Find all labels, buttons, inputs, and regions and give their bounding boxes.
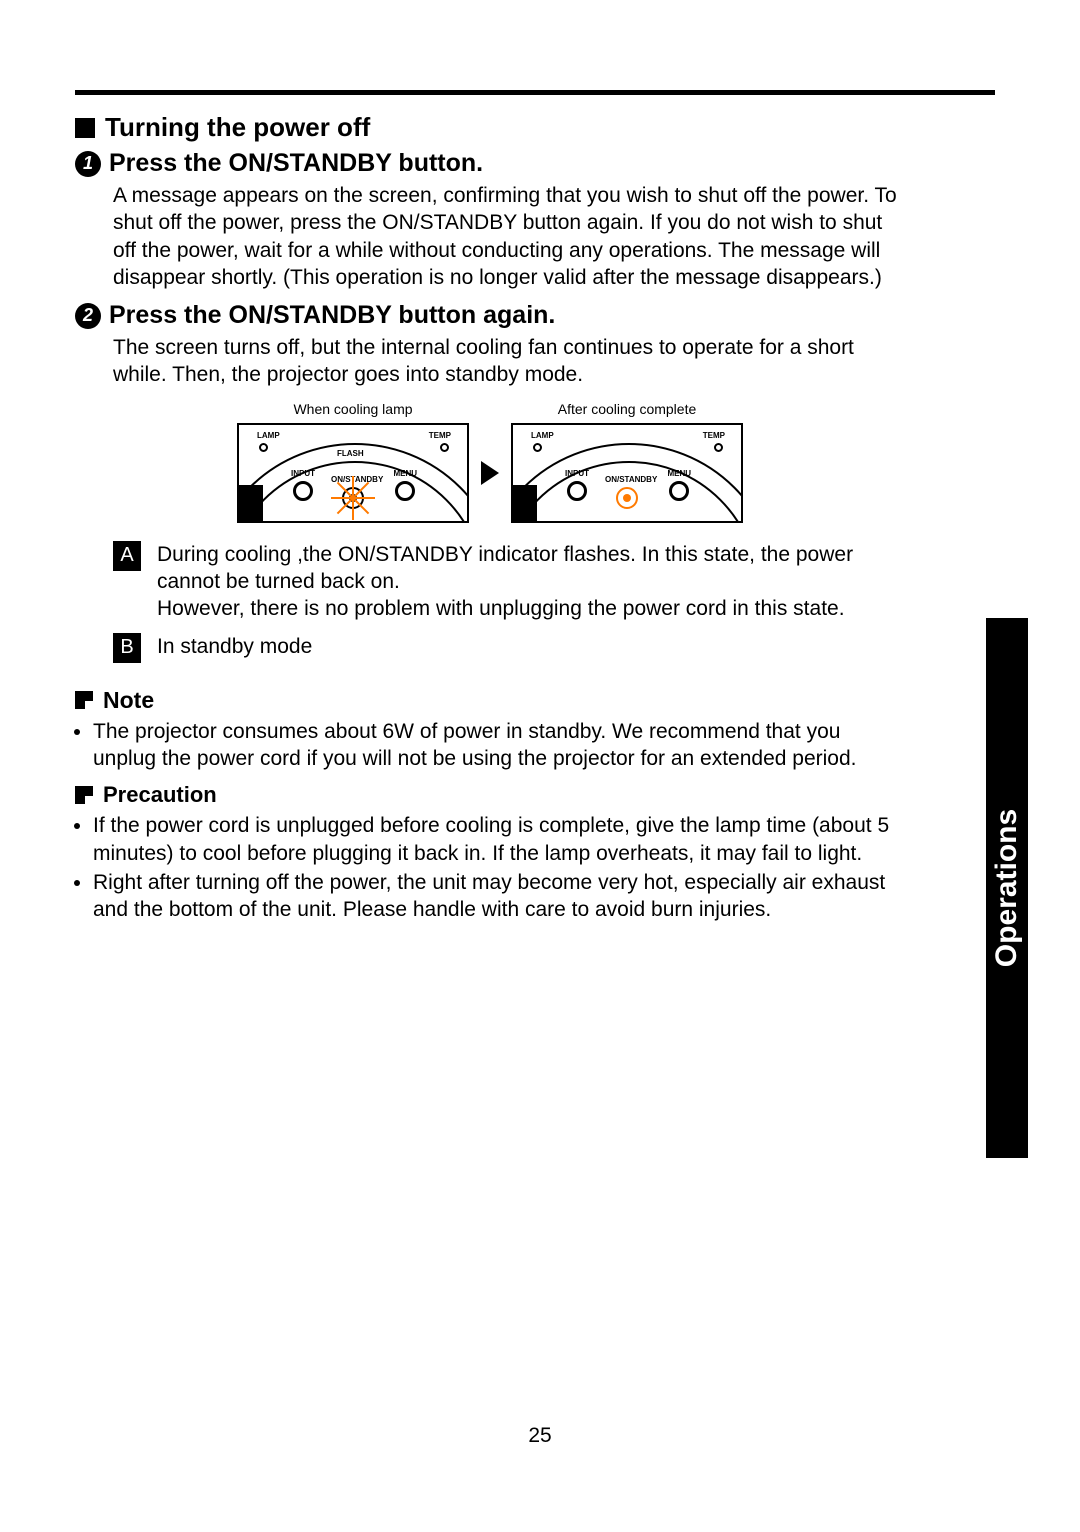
- temp-label: TEMP: [703, 431, 725, 440]
- flash-label: FLASH: [337, 449, 364, 458]
- a-badge: A: [113, 541, 141, 571]
- diagram-left-caption: When cooling lamp: [237, 401, 469, 417]
- step-1-heading: 1 Press the ON/STANDBY button.: [75, 149, 905, 178]
- menu-button-icon: [395, 481, 415, 501]
- input-button-icon: [567, 481, 587, 501]
- highlight-starburst-icon: [331, 476, 375, 520]
- temp-label: TEMP: [429, 431, 451, 440]
- arrow-right-icon: [481, 461, 499, 485]
- precaution-bullet-1: If the power cord is unplugged before co…: [93, 812, 905, 867]
- precaution-title: Precaution: [103, 782, 217, 808]
- step-number-badge: 1: [75, 151, 101, 177]
- menu-label: MENU: [393, 469, 417, 478]
- diagram-row: When cooling lamp LAMP TEMP FLASH INPUT …: [75, 401, 905, 523]
- note-bullet-1: The projector consumes about 6W of power…: [93, 718, 905, 773]
- item-b: B In standby mode: [113, 633, 905, 663]
- lamp-label: LAMP: [257, 431, 280, 440]
- diagram-right-caption: After cooling complete: [511, 401, 743, 417]
- step-2-heading: 2 Press the ON/STANDBY button again.: [75, 301, 905, 330]
- lamp-indicator-icon: [259, 443, 268, 452]
- note-bullet-icon: [75, 786, 93, 804]
- note-list: The projector consumes about 6W of power…: [75, 718, 905, 773]
- input-label: INPUT: [291, 469, 315, 478]
- step-2-title: Press the ON/STANDBY button again.: [109, 301, 555, 330]
- temp-indicator-icon: [440, 443, 449, 452]
- item-a: A During cooling ,the ON/STANDBY indicat…: [113, 541, 905, 623]
- b-badge: B: [113, 633, 141, 663]
- note-title: Note: [103, 687, 154, 714]
- temp-indicator-icon: [714, 443, 723, 452]
- side-tab-label: Operations: [990, 809, 1024, 967]
- square-bullet-icon: [75, 118, 95, 138]
- step-2-body: The screen turns off, but the internal c…: [113, 334, 905, 389]
- item-b-text: In standby mode: [157, 633, 312, 660]
- input-button-icon: [293, 481, 313, 501]
- input-label: INPUT: [565, 469, 589, 478]
- item-a-line1: During cooling ,the ON/STANDBY indicator…: [157, 541, 905, 596]
- onstandby-button-icon: [616, 487, 638, 509]
- top-rule: [75, 90, 995, 95]
- lamp-indicator-icon: [533, 443, 542, 452]
- note-heading: Note: [75, 687, 905, 714]
- precaution-heading: Precaution: [75, 782, 905, 808]
- note-bullet-icon: [75, 691, 93, 709]
- step-1-body: A message appears on the screen, confirm…: [113, 182, 905, 291]
- projector-panel-cooling: LAMP TEMP FLASH INPUT MENU ON/STANDBY: [237, 423, 469, 523]
- step-number-badge: 2: [75, 303, 101, 329]
- step-1-title: Press the ON/STANDBY button.: [109, 149, 483, 178]
- side-tab: Operations: [986, 618, 1028, 1158]
- menu-button-icon: [669, 481, 689, 501]
- diagram-right: After cooling complete LAMP TEMP INPUT M…: [511, 401, 743, 523]
- lamp-label: LAMP: [531, 431, 554, 440]
- item-a-line2: However, there is no problem with unplug…: [157, 595, 905, 622]
- menu-label: MENU: [667, 469, 691, 478]
- page-number: 25: [0, 1424, 1080, 1448]
- precaution-list: If the power cord is unplugged before co…: [75, 812, 905, 923]
- diagram-left: When cooling lamp LAMP TEMP FLASH INPUT …: [237, 401, 469, 523]
- onstandby-label: ON/STANDBY: [605, 475, 657, 484]
- precaution-bullet-2: Right after turning off the power, the u…: [93, 869, 905, 924]
- section-title: Turning the power off: [105, 112, 370, 143]
- section-heading: Turning the power off: [75, 112, 905, 143]
- projector-panel-standby: LAMP TEMP INPUT MENU ON/STANDBY: [511, 423, 743, 523]
